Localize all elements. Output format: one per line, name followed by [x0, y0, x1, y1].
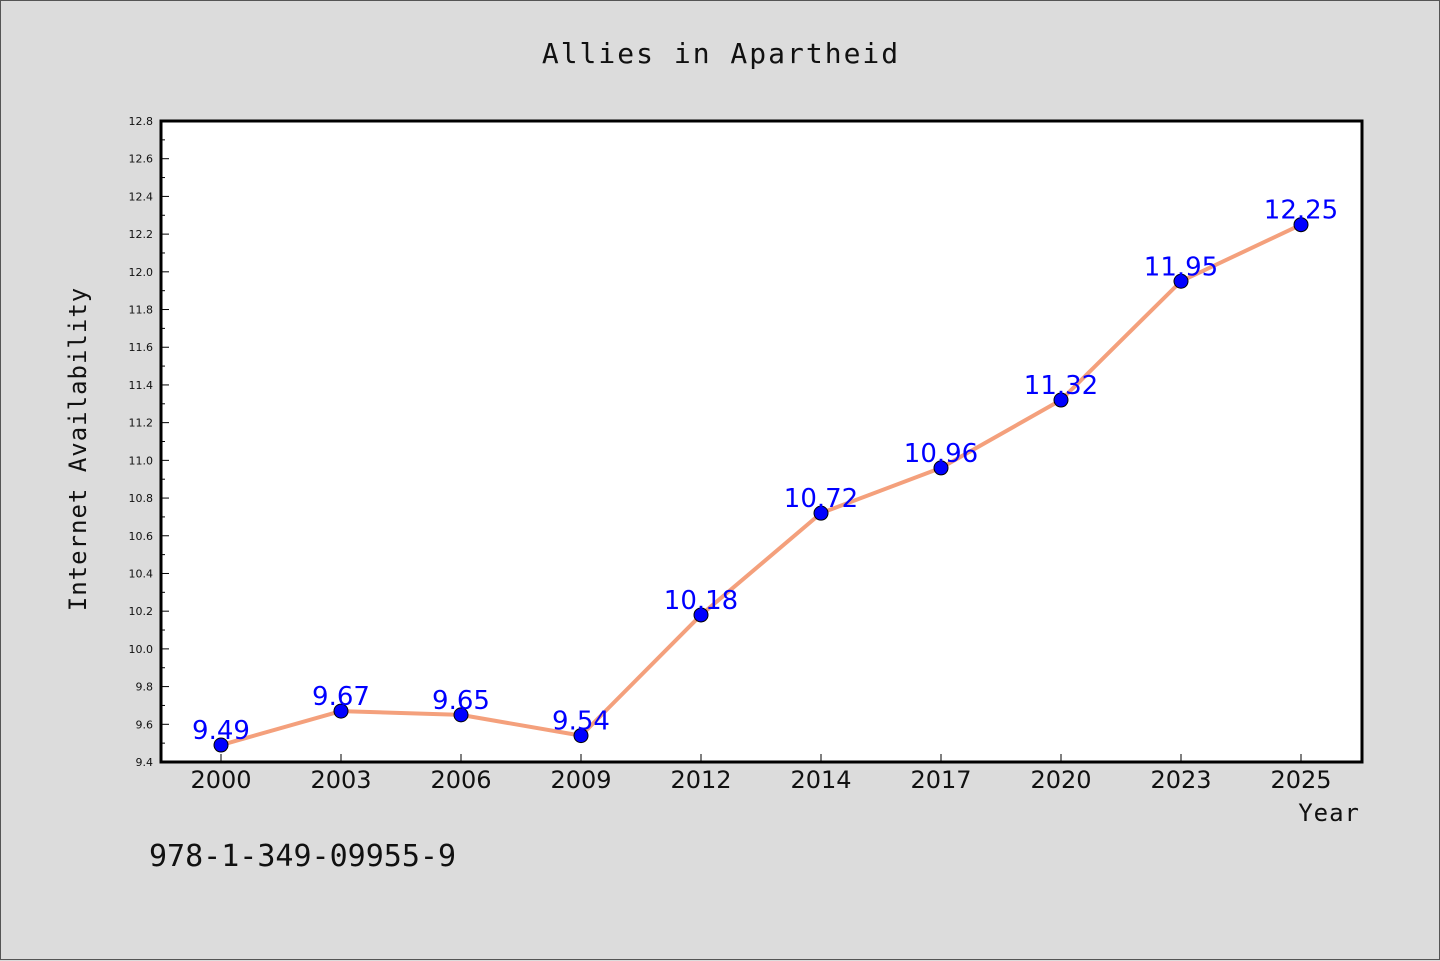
x-tick-label: 2025	[1270, 766, 1331, 794]
data-point-marker	[933, 460, 949, 476]
chart-title: Allies in Apartheid	[542, 37, 900, 70]
y-tick-label: 10.8	[129, 492, 154, 505]
y-tick-label: 9.8	[136, 681, 154, 694]
data-point-label: 11.95	[1144, 252, 1218, 282]
y-tick-label: 12.0	[129, 266, 154, 279]
data-point-marker	[1173, 273, 1189, 289]
y-tick-label: 10.2	[129, 605, 154, 618]
x-tick-label: 2006	[430, 766, 491, 794]
x-tick-label: 2012	[670, 766, 731, 794]
y-tick-label: 11.0	[129, 454, 154, 467]
data-point-marker	[693, 607, 709, 623]
data-point-label: 9.67	[312, 682, 370, 712]
series-line	[219, 222, 1303, 748]
y-axis-label: Internet Availability	[64, 287, 92, 611]
isbn-footnote: 978-1-349-09955-9	[149, 839, 456, 874]
data-point-marker	[813, 505, 829, 521]
data-point-label: 11.32	[1024, 371, 1098, 401]
data-point-label: 10.72	[784, 484, 858, 514]
data-point-label: 10.18	[664, 586, 738, 616]
x-tick-label: 2003	[310, 766, 371, 794]
x-tick-label: 2014	[790, 766, 851, 794]
y-axis-ticks: 9.4 9.6 9.8 10.0 10.2 10.4 10.6 10.8 11.0 11.2 11.…	[129, 115, 169, 769]
x-axis-ticks: 2000 2003 2006 2009 2012 2014 2017 2020 2023 2025	[190, 754, 1332, 794]
data-point-marker	[573, 728, 589, 744]
data-point-label: 9.49	[192, 716, 250, 746]
series-layer	[213, 217, 1309, 753]
y-tick-label: 11.2	[129, 417, 154, 430]
data-point-label: 9.65	[432, 686, 490, 716]
data-point-label: 10.96	[904, 439, 978, 469]
data-point-marker	[1053, 392, 1069, 408]
y-tick-label: 10.6	[129, 530, 154, 543]
y-tick-label: 10.4	[129, 567, 154, 580]
data-point-marker	[453, 707, 469, 723]
y-tick-label: 9.4	[136, 756, 154, 769]
y-tick-label: 11.4	[129, 379, 154, 392]
plot-area	[159, 119, 1364, 764]
data-point-marker	[333, 703, 349, 719]
x-tick-label: 2023	[1150, 766, 1211, 794]
y-tick-label: 11.8	[129, 304, 154, 317]
y-tick-label: 12.4	[129, 190, 154, 203]
data-point-label: 12.25	[1264, 196, 1338, 226]
y-tick-label: 11.6	[129, 341, 154, 354]
data-labels: 9.49 9.67 9.65 9.54 10.18 10.72 10.96 11.32 11.9…	[192, 196, 1338, 746]
data-point-label: 9.54	[552, 707, 610, 737]
x-tick-label: 2009	[550, 766, 611, 794]
data-point-marker	[213, 737, 229, 753]
y-tick-label: 9.6	[136, 718, 154, 731]
data-point-marker	[1293, 217, 1309, 233]
x-tick-label: 2020	[1030, 766, 1091, 794]
y-tick-label: 12.2	[129, 228, 154, 241]
y-tick-label: 12.6	[129, 153, 154, 166]
x-tick-label: 2017	[910, 766, 971, 794]
y-tick-label: 10.0	[129, 643, 154, 656]
y-tick-label: 12.8	[129, 115, 154, 128]
x-axis-label: Year	[1298, 799, 1360, 827]
x-tick-label: 2000	[190, 766, 251, 794]
